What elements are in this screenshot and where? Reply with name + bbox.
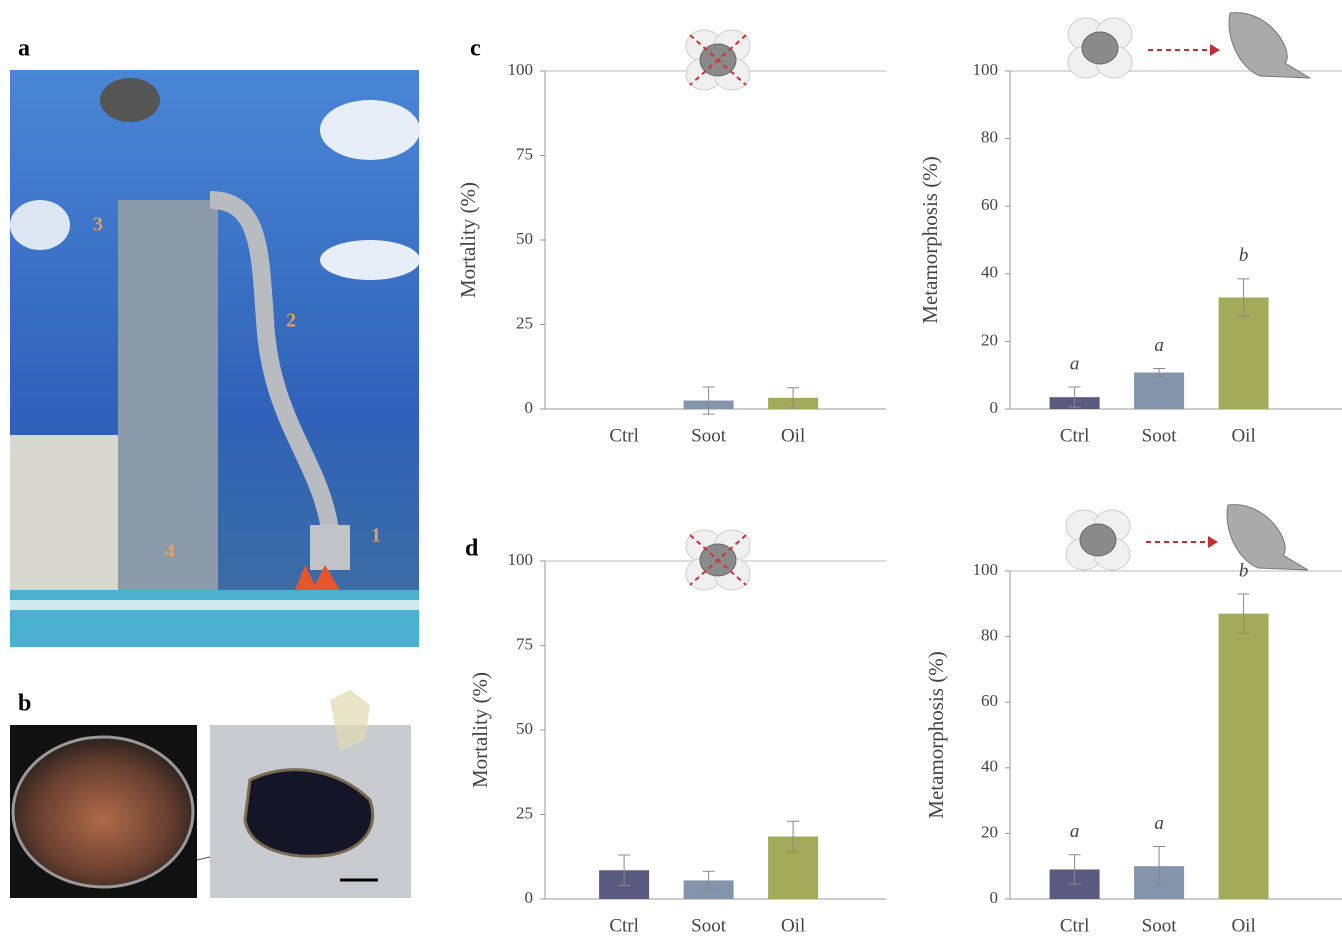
y-tick-label: 50 [516, 229, 533, 248]
y-axis-label: Mortality (%) [456, 182, 480, 298]
y-tick-label: 0 [990, 398, 999, 417]
panel-label: d [465, 536, 479, 562]
panel-label: c [470, 36, 481, 62]
x-tick-label: Ctrl [1060, 915, 1090, 936]
y-axis-label: Metamorphosis (%) [918, 156, 942, 323]
x-tick-label: Oil [781, 915, 805, 936]
panel-label: b [18, 691, 31, 717]
icon-body [1082, 32, 1118, 64]
photo-number: 4 [165, 541, 175, 563]
y-tick-label: 0 [525, 888, 534, 907]
y-tick-label: 75 [516, 144, 533, 163]
y-tick-label: 0 [990, 888, 999, 907]
y-tick-label: 100 [508, 550, 534, 569]
x-tick-label: Soot [1142, 915, 1178, 936]
x-tick-label: Oil [1231, 915, 1255, 936]
icon-arrowhead [1208, 536, 1218, 548]
y-tick-label: 60 [981, 691, 998, 710]
bar [1134, 372, 1184, 409]
y-tick-label: 75 [516, 634, 533, 653]
y-tick-label: 80 [981, 128, 998, 147]
y-tick-label: 20 [981, 330, 998, 349]
significance-letter: b [1239, 560, 1249, 581]
x-tick-label: Soot [691, 425, 727, 446]
significance-letter: a [1070, 353, 1080, 374]
figure: abcd12340255075100Mortality (%)CtrlSootO… [0, 0, 1342, 937]
y-tick-label: 80 [981, 626, 998, 645]
y-axis-label: Mortality (%) [468, 672, 492, 788]
photo-a [10, 70, 420, 647]
icon-snail [1229, 13, 1310, 78]
y-tick-label: 40 [981, 263, 998, 282]
x-tick-label: Ctrl [609, 425, 639, 446]
y-tick-label: 40 [981, 757, 998, 776]
icon-arrowhead [1210, 44, 1220, 56]
y-tick-label: 100 [973, 60, 999, 79]
y-tick-label: 100 [508, 60, 534, 79]
y-tick-label: 20 [981, 822, 998, 841]
x-tick-label: Soot [1142, 425, 1178, 446]
panel-label: a [18, 36, 30, 62]
photo-number: 3 [93, 214, 103, 236]
x-tick-label: Ctrl [1060, 425, 1090, 446]
x-tick-label: Oil [1231, 425, 1255, 446]
significance-letter: b [1239, 245, 1249, 266]
bar [1219, 614, 1269, 899]
y-tick-label: 100 [973, 560, 999, 579]
y-tick-label: 0 [525, 398, 534, 417]
significance-letter: a [1154, 335, 1164, 356]
significance-letter: a [1154, 813, 1164, 834]
x-tick-label: Oil [781, 425, 805, 446]
y-tick-label: 60 [981, 195, 998, 214]
y-tick-label: 50 [516, 719, 533, 738]
x-tick-label: Ctrl [609, 915, 639, 936]
y-axis-label: Metamorphosis (%) [924, 651, 948, 818]
x-tick-label: Soot [691, 915, 727, 936]
photo-b [10, 690, 411, 898]
photo-number: 2 [286, 310, 296, 332]
photo-number: 1 [371, 525, 381, 547]
icon-body [1080, 524, 1116, 556]
y-tick-label: 25 [516, 313, 533, 332]
y-tick-label: 25 [516, 803, 533, 822]
significance-letter: a [1070, 821, 1080, 842]
